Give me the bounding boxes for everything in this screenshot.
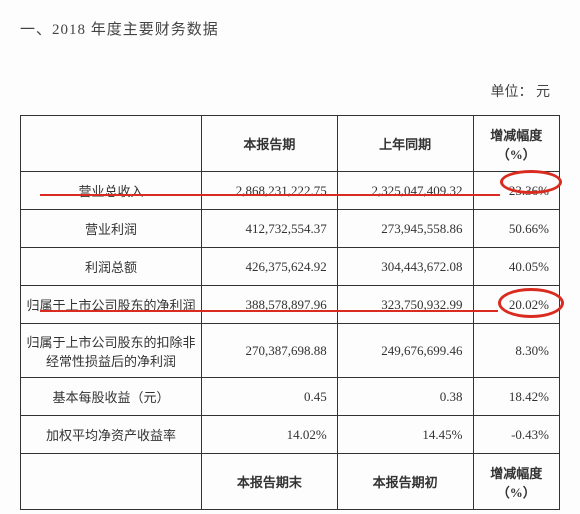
row-col1: 2,868,231,222.75 [202, 172, 338, 210]
table-row: 利润总额 426,375,624.92 304,443,672.08 40.05… [21, 248, 560, 286]
row-label: 营业利润 [21, 210, 202, 248]
row-col2: 304,443,672.08 [337, 248, 473, 286]
footer-col2: 本报告期初 [337, 454, 473, 510]
table-row: 加权平均净资产收益率 14.02% 14.45% -0.43% [21, 416, 560, 454]
row-col2: 0.38 [337, 378, 473, 416]
footer-col3: 增减幅度 （%） [473, 454, 560, 510]
row-chg: 8.30% [473, 324, 560, 378]
row-col2: 323,750,932.99 [337, 286, 473, 324]
row-label: 基本每股收益（元） [21, 378, 202, 416]
row-chg: 50.66% [473, 210, 560, 248]
row-chg: -0.43% [473, 416, 560, 454]
row-col1: 426,375,624.92 [202, 248, 338, 286]
row-label: 归属于上市公司股东的净利润 [21, 286, 202, 324]
row-chg: 20.02% [473, 286, 560, 324]
header-row: 本报告期 上年同期 增减幅度 （%） [21, 116, 560, 172]
unit-label: 单位： 元 [20, 81, 560, 101]
footer-col3-l1: 增减幅度 [490, 466, 542, 481]
footer-label [21, 454, 202, 510]
row-chg: 40.05% [473, 248, 560, 286]
table-row: 归属于上市公司股东的扣除非经常性损益后的净利润 270,387,698.88 2… [21, 324, 560, 378]
row-label: 加权平均净资产收益率 [21, 416, 202, 454]
row-label: 归属于上市公司股东的扣除非经常性损益后的净利润 [21, 324, 202, 378]
row-col2: 14.45% [337, 416, 473, 454]
table-row: 营业利润 412,732,554.37 273,945,558.86 50.66… [21, 210, 560, 248]
row-col1: 0.45 [202, 378, 338, 416]
header-col2: 上年同期 [337, 116, 473, 172]
row-chg: 18.42% [473, 378, 560, 416]
row-col1: 270,387,698.88 [202, 324, 338, 378]
row-label: 营业总收入 [21, 172, 202, 210]
table-row: 营业总收入 2,868,231,222.75 2,325,047,409.32 … [21, 172, 560, 210]
footer-col3-l2: （%） [497, 485, 536, 500]
row-col2: 249,676,699.46 [337, 324, 473, 378]
row-col2: 273,945,558.86 [337, 210, 473, 248]
row-col1: 388,578,897.96 [202, 286, 338, 324]
row-label: 利润总额 [21, 248, 202, 286]
financial-table: 本报告期 上年同期 增减幅度 （%） 营业总收入 2,868,231,222.7… [20, 115, 560, 510]
row-col1: 412,732,554.37 [202, 210, 338, 248]
header-col3-l1: 增减幅度 [490, 128, 542, 143]
footer-row: 本报告期末 本报告期初 增减幅度 （%） [21, 454, 560, 510]
header-col3: 增减幅度 （%） [473, 116, 560, 172]
page-title: 一、2018 年度主要财务数据 [20, 18, 560, 39]
header-col1: 本报告期 [202, 116, 338, 172]
row-col1: 14.02% [202, 416, 338, 454]
table-row: 归属于上市公司股东的净利润 388,578,897.96 323,750,932… [21, 286, 560, 324]
header-label [21, 116, 202, 172]
row-chg: 23.36% [473, 172, 560, 210]
row-col2: 2,325,047,409.32 [337, 172, 473, 210]
table-row: 基本每股收益（元） 0.45 0.38 18.42% [21, 378, 560, 416]
header-col3-l2: （%） [497, 147, 536, 162]
footer-col1: 本报告期末 [202, 454, 338, 510]
